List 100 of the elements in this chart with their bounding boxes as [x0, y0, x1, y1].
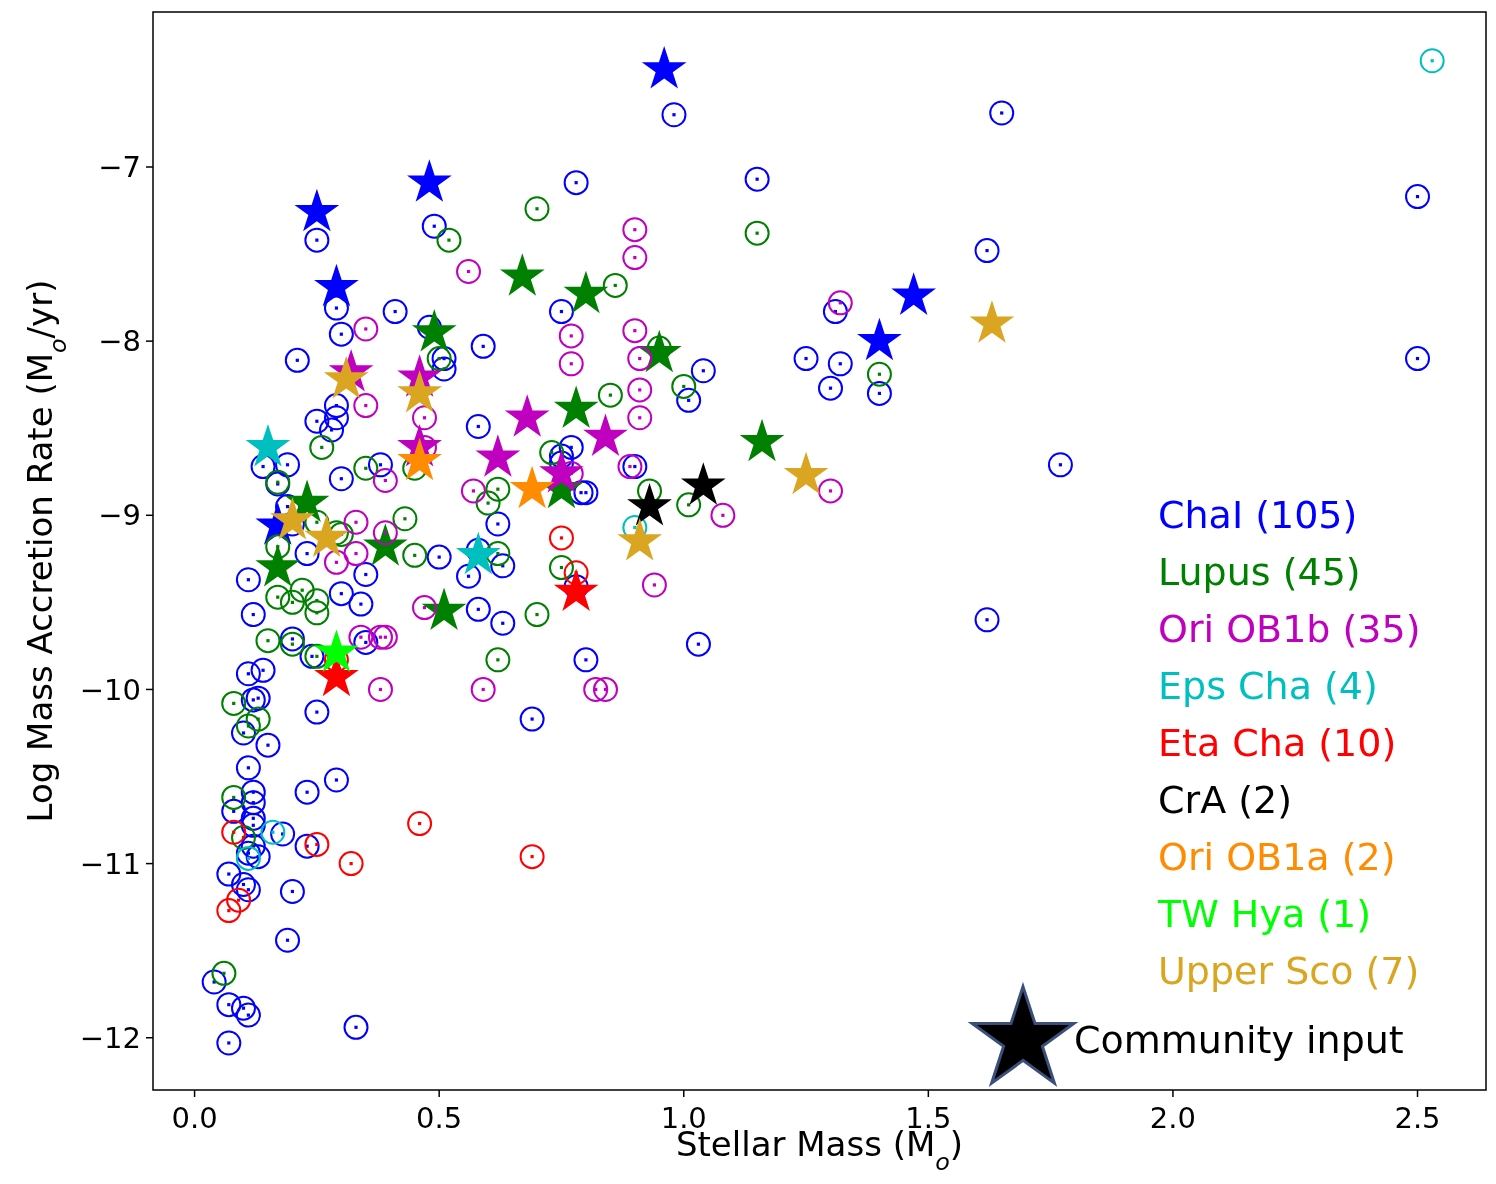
point: [866, 361, 892, 387]
point: [309, 434, 335, 460]
point: [627, 377, 653, 403]
point: [372, 467, 398, 493]
point: [279, 631, 305, 657]
point: [314, 263, 359, 307]
point: [539, 450, 584, 493]
point: [348, 624, 374, 650]
point: [563, 270, 609, 314]
y-tick-label: −10: [79, 672, 141, 707]
point: [622, 245, 648, 271]
text: Ori OB1b (35): [1158, 607, 1421, 651]
point: [221, 819, 247, 845]
point: [641, 45, 687, 89]
point: [475, 490, 501, 516]
text: Ori OB1a (2): [1158, 835, 1396, 879]
point: [783, 451, 829, 495]
point: [676, 492, 702, 518]
point: [231, 824, 256, 850]
point: [426, 346, 452, 372]
point: [558, 351, 584, 377]
point: [304, 514, 350, 557]
point: [617, 454, 643, 480]
text: Upper Sco (7): [1158, 949, 1420, 993]
point: [235, 713, 261, 739]
point: [221, 784, 247, 810]
point: [539, 440, 565, 466]
point: [891, 272, 937, 315]
y-tick-label: −8: [98, 324, 141, 359]
point: [818, 478, 844, 504]
point: [563, 560, 589, 586]
point: [827, 290, 853, 316]
point: [524, 602, 550, 628]
point: [255, 628, 281, 654]
point: [402, 542, 428, 568]
point: [407, 159, 452, 202]
point: [397, 369, 442, 413]
point: [367, 624, 393, 650]
point: [289, 577, 315, 603]
text: TW Hya (1): [1157, 892, 1372, 936]
point: [407, 811, 433, 837]
point: [553, 385, 599, 429]
point: [436, 227, 462, 253]
point: [314, 629, 359, 672]
point: [460, 478, 486, 504]
x-tick-label: 2.0: [1149, 1101, 1196, 1135]
point: [969, 300, 1015, 343]
point: [553, 568, 599, 611]
point: [265, 534, 291, 560]
x-tick-label: 0.5: [416, 1101, 463, 1135]
point: [235, 845, 261, 871]
point: [392, 506, 418, 532]
point: [304, 588, 330, 614]
point: [304, 643, 330, 669]
point: [411, 308, 457, 352]
point: [221, 690, 247, 716]
y-tick-label: −11: [79, 846, 141, 881]
y-tick-label: −7: [98, 150, 141, 185]
point: [270, 497, 315, 540]
point: [548, 525, 574, 551]
point: [548, 555, 574, 581]
point: [367, 676, 393, 702]
point: [421, 587, 467, 631]
point: [622, 217, 648, 243]
point: [411, 405, 437, 431]
x-tick-label: 0.0: [171, 1101, 218, 1135]
point: [583, 676, 609, 702]
point: [519, 844, 545, 870]
point: [265, 584, 291, 610]
point: [602, 272, 628, 298]
point: [504, 394, 550, 437]
point: [279, 589, 305, 615]
point: [338, 851, 364, 877]
point: [353, 393, 379, 419]
point: [260, 819, 286, 845]
point: [744, 220, 770, 246]
point: [710, 502, 736, 528]
point: [304, 831, 330, 857]
point: [343, 509, 369, 535]
y-tick-label: −9: [98, 498, 141, 533]
point: [470, 676, 496, 702]
point: [485, 476, 511, 502]
point: [592, 676, 618, 702]
point: [857, 317, 902, 361]
point: [245, 706, 271, 732]
point: [294, 188, 340, 232]
point: [622, 318, 648, 344]
point: [617, 517, 663, 561]
point: [475, 434, 521, 477]
point: [739, 418, 785, 462]
point: [304, 600, 330, 626]
point: [211, 960, 237, 986]
text: Lupus (45): [1158, 550, 1361, 594]
point: [397, 437, 442, 481]
point: [485, 541, 511, 567]
point: [524, 196, 550, 222]
point: [255, 544, 301, 587]
point: [353, 316, 379, 342]
point: [216, 898, 242, 924]
point: [671, 373, 697, 399]
